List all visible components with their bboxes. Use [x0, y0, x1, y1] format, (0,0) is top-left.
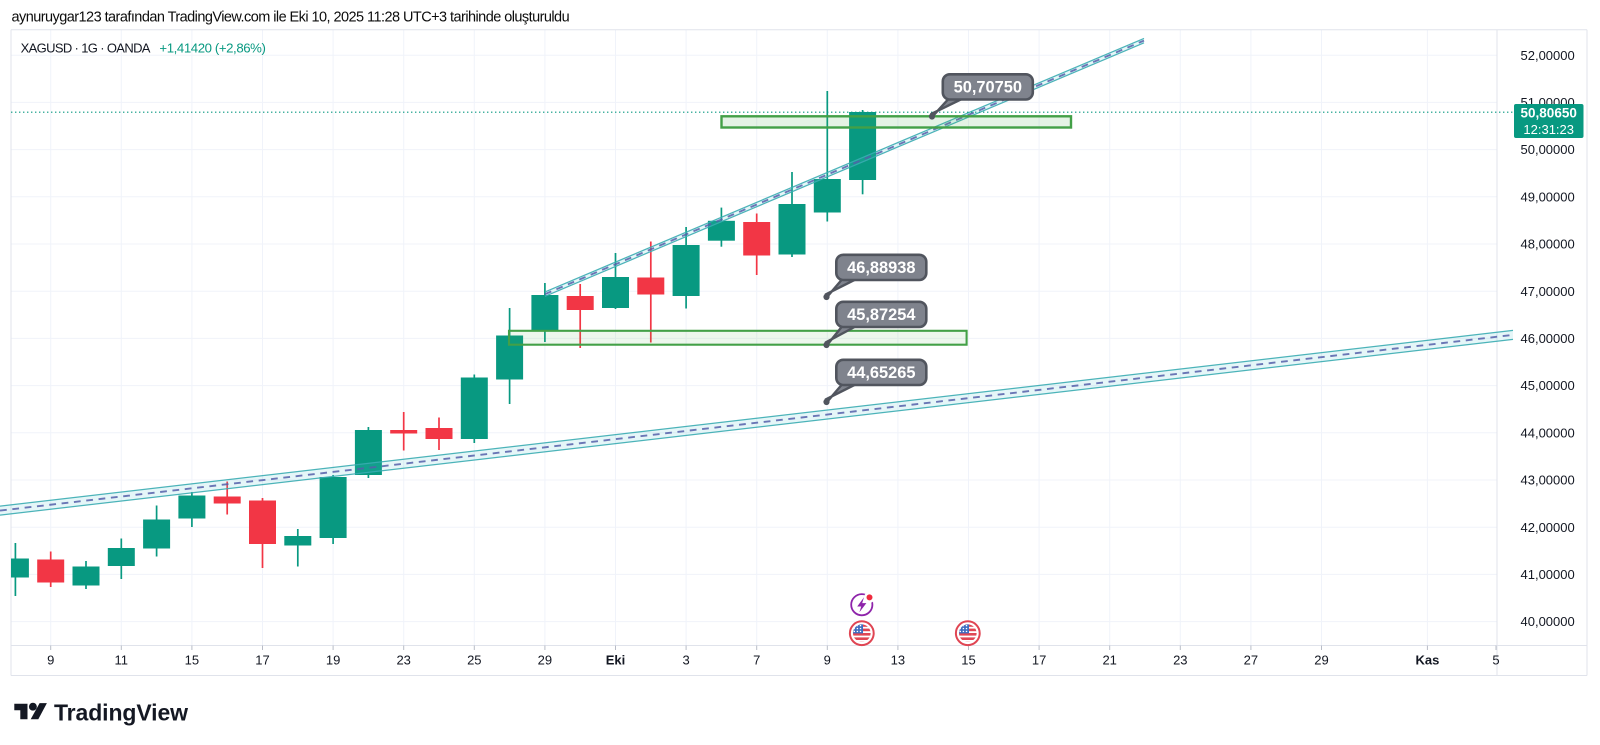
svg-text:46,88938: 46,88938 [847, 259, 915, 277]
svg-text:Kas: Kas [1415, 653, 1439, 668]
svg-text:23: 23 [396, 653, 410, 668]
svg-text:44,65265: 44,65265 [847, 364, 915, 382]
svg-text:41,00000: 41,00000 [1521, 567, 1575, 582]
svg-text:9: 9 [824, 653, 831, 668]
svg-text:29: 29 [1314, 653, 1328, 668]
svg-text:50,80650: 50,80650 [1521, 105, 1577, 120]
svg-text:45,87254: 45,87254 [847, 306, 916, 324]
svg-text:40,00000: 40,00000 [1521, 614, 1575, 629]
svg-text:17: 17 [1032, 653, 1046, 668]
svg-text:TradingView: TradingView [54, 699, 188, 725]
svg-text:50,00000: 50,00000 [1521, 142, 1575, 157]
svg-text:3: 3 [682, 653, 689, 668]
svg-text:Eki: Eki [606, 653, 626, 668]
svg-text:21: 21 [1102, 653, 1116, 668]
svg-text:27: 27 [1244, 653, 1258, 668]
svg-text:50,70750: 50,70750 [954, 78, 1022, 96]
svg-text:49,00000: 49,00000 [1521, 189, 1575, 204]
svg-text:23: 23 [1173, 653, 1187, 668]
svg-text:44,00000: 44,00000 [1521, 425, 1575, 440]
svg-text:43,00000: 43,00000 [1521, 473, 1575, 488]
svg-text:15: 15 [961, 653, 975, 668]
svg-text:9: 9 [47, 653, 54, 668]
svg-text:XAGUSD · 1G · OANDA: XAGUSD · 1G · OANDA [21, 40, 151, 55]
svg-text:13: 13 [891, 653, 905, 668]
svg-text:5: 5 [1492, 653, 1499, 668]
svg-text:aynuruygar123 tarafından Tradi: aynuruygar123 tarafından TradingView.com… [12, 10, 570, 26]
svg-text:17: 17 [255, 653, 269, 668]
svg-text:19: 19 [326, 653, 340, 668]
svg-text:7: 7 [753, 653, 760, 668]
svg-text:29: 29 [538, 653, 552, 668]
svg-text:45,00000: 45,00000 [1521, 378, 1575, 393]
svg-text:15: 15 [185, 653, 199, 668]
svg-text:12:31:23: 12:31:23 [1523, 122, 1574, 137]
svg-text:25: 25 [467, 653, 481, 668]
svg-text:11: 11 [115, 653, 129, 668]
svg-text:+1,41420 (+2,86%): +1,41420 (+2,86%) [159, 40, 265, 55]
svg-text:46,00000: 46,00000 [1521, 331, 1575, 346]
svg-text:47,00000: 47,00000 [1521, 284, 1575, 299]
svg-text:42,00000: 42,00000 [1521, 520, 1575, 535]
svg-text:52,00000: 52,00000 [1521, 48, 1575, 63]
svg-text:48,00000: 48,00000 [1521, 237, 1575, 252]
